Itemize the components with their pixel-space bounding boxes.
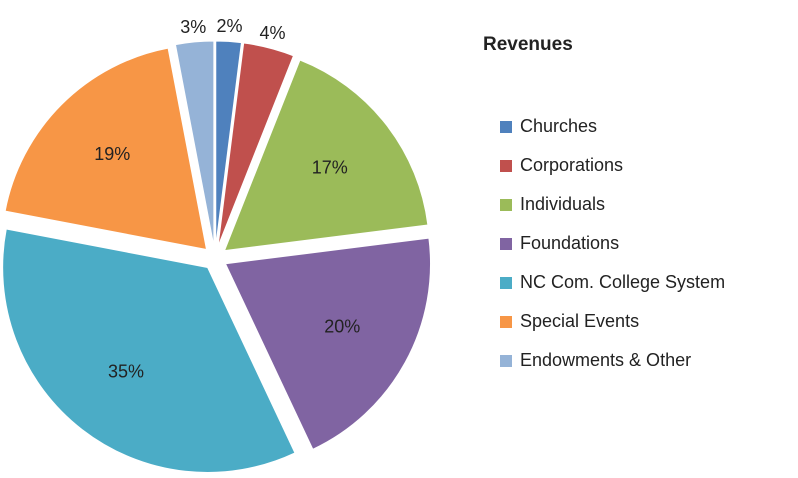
legend-label: NC Com. College System — [520, 272, 725, 292]
legend-swatch — [500, 121, 512, 133]
legend-label: Special Events — [520, 311, 639, 331]
legend-swatch — [500, 355, 512, 367]
pie-slice — [224, 237, 432, 450]
pie-slice — [2, 228, 296, 473]
pie-slice — [174, 40, 215, 247]
legend-swatch — [500, 160, 512, 172]
data-label: 4% — [259, 23, 285, 43]
legend-label: Churches — [520, 116, 597, 136]
legend-label: Individuals — [520, 194, 605, 214]
pie-slice — [223, 59, 429, 252]
legend-swatch — [500, 316, 512, 328]
data-label: 19% — [94, 144, 130, 164]
legend-swatch — [500, 277, 512, 289]
pie-slice — [4, 47, 208, 251]
legend-label: Corporations — [520, 155, 623, 175]
data-label: 35% — [108, 362, 144, 382]
data-label: 2% — [216, 16, 242, 36]
legend-swatch — [500, 238, 512, 250]
legend-swatch — [500, 199, 512, 211]
pie-slice — [215, 40, 243, 247]
legend-label: Foundations — [520, 233, 619, 253]
data-label: 20% — [324, 317, 360, 337]
chart-title: Revenues — [483, 34, 573, 55]
data-label: 17% — [312, 158, 348, 178]
legend-label: Endowments & Other — [520, 350, 691, 370]
data-label: 3% — [180, 17, 206, 37]
pie-slice — [217, 42, 295, 247]
